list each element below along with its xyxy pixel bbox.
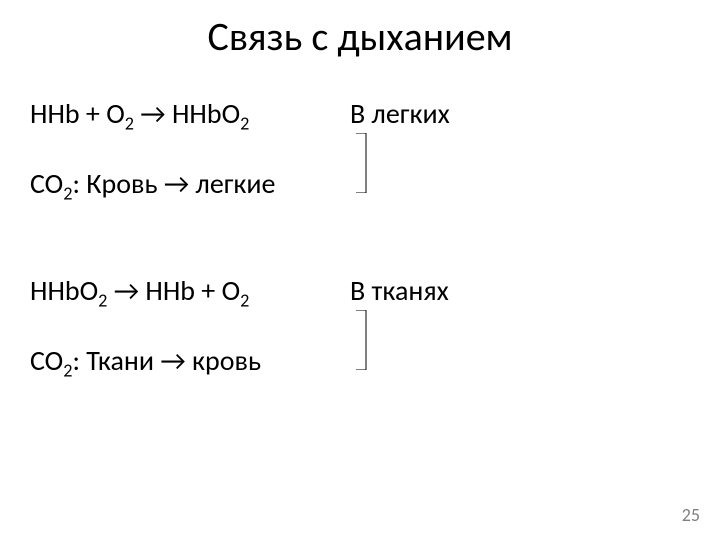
tissues-co2-row: CO2: Ткани → кровь	[30, 310, 690, 378]
tissues-eq-part1: HHbO	[30, 273, 98, 308]
lungs-eq-part1: HHb + O	[30, 96, 125, 131]
lungs-location: В легких	[350, 96, 630, 131]
lungs-eq-arrow: →	[134, 96, 172, 131]
tissues-co2-part1: CO	[30, 343, 63, 378]
lungs-equation-row: HHb + O2 → HHbO2 В легких	[30, 96, 690, 131]
bracket-icon	[354, 310, 368, 370]
slide-content: HHb + O2 → HHbO2 В легких CO2: Кровь → л…	[30, 96, 690, 380]
tissues-location: В тканях	[350, 273, 630, 308]
tissues-eq-sub1: 2	[98, 290, 107, 312]
tissues-co2-part2: : Ткани → кровь	[72, 343, 261, 378]
lungs-equation: HHb + O2 → HHbO2	[30, 96, 350, 131]
lungs-co2-part1: CO	[30, 166, 63, 201]
spacer	[30, 203, 690, 273]
slide: Связь с дыханием HHb + O2 → HHbO2 В легк…	[0, 0, 720, 540]
tissues-equation: HHbO2 → HHb + O2	[30, 273, 350, 308]
lungs-co2-part2: : Кровь → легкие	[72, 166, 275, 201]
lungs-eq-sub2: 2	[240, 113, 249, 135]
lungs-eq-sub1: 2	[125, 113, 134, 135]
tissues-eq-arrow: →	[107, 273, 145, 308]
bracket-icon	[354, 133, 368, 193]
slide-title: Связь с дыханием	[0, 12, 720, 61]
tissues-bracket-cell	[350, 310, 630, 378]
tissues-eq-part2: HHb + O	[145, 273, 240, 308]
page-number: 25	[682, 504, 700, 526]
lungs-co2: CO2: Кровь → легкие	[30, 166, 350, 201]
lungs-bracket-cell	[350, 133, 630, 201]
lungs-co2-row: CO2: Кровь → легкие	[30, 133, 690, 201]
lungs-eq-part2: HHbO	[172, 96, 240, 131]
tissues-co2: CO2: Ткани → кровь	[30, 343, 350, 378]
tissues-equation-row: HHbO2 → HHb + O2 В тканях	[30, 273, 690, 308]
tissues-eq-sub2: 2	[240, 290, 249, 312]
